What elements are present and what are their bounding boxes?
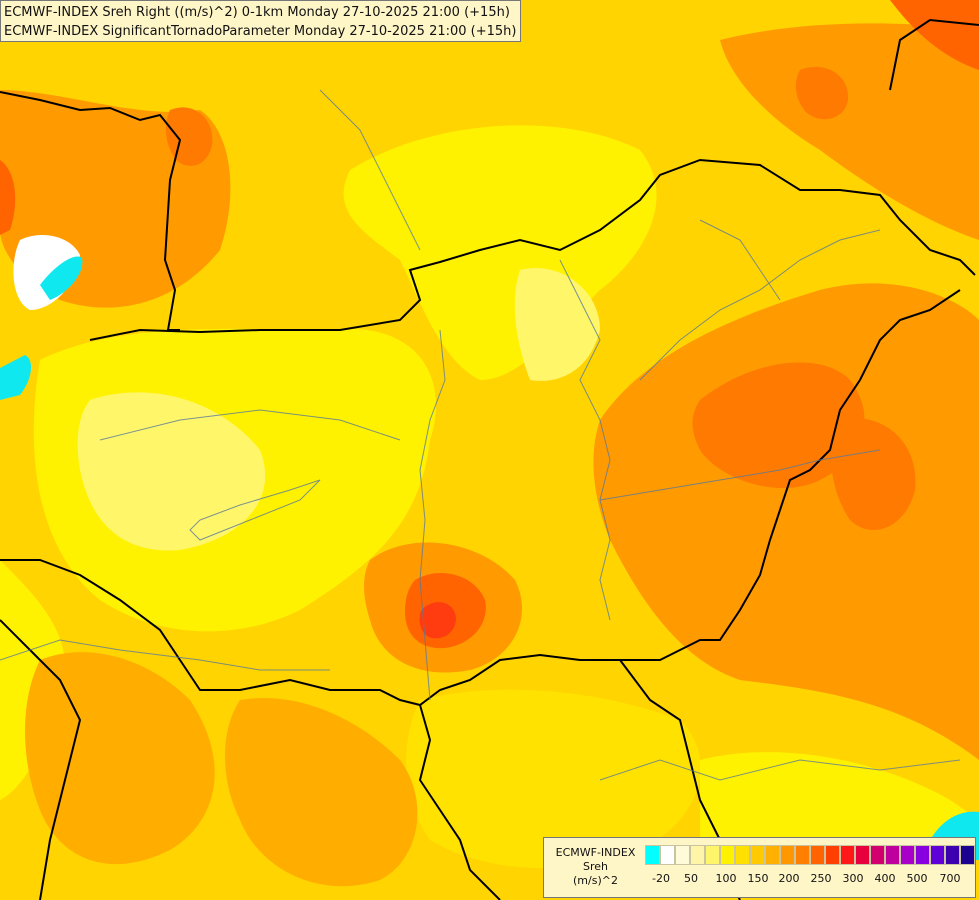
legend-tick-label: 700 [939,872,961,885]
low-zone-southeast [700,752,979,840]
legend-tick-label: 100 [715,872,737,885]
legend-swatch [855,845,870,865]
legend-tick-label: 500 [906,872,928,885]
title-line-1: ECMWF-INDEX Sreh Right ((m/s)^2) 0-1km M… [4,5,510,20]
peak-zone-east [831,418,916,530]
low-zone-south [406,689,701,869]
legend-swatch [810,845,825,865]
legend-tick-label: -20 [652,872,670,885]
legend-swatch [840,845,855,865]
color-legend: ECMWF-INDEX Sreh (m/s)^2 -20 50 100 150 200 2… [543,837,976,898]
low-zone-north [343,125,657,380]
legend-tick-label: 50 [684,872,698,885]
legend-label-line-3: (m/s)^2 [573,874,618,887]
high-zone-central-south [225,698,418,887]
rivers [0,89,961,781]
peak-zone-northeast [795,66,849,120]
legend-swatch [825,845,840,865]
legend-swatch [675,845,690,865]
high-zone-northeast [720,23,979,240]
legend-swatch [720,845,735,865]
legend-swatch [645,845,660,865]
high-zone-east [593,283,979,760]
map-title: ECMWF-INDEX Sreh Right ((m/s)^2) 0-1km M… [0,0,521,42]
peak-zone-edge-west [0,160,16,235]
legend-tick-label: 250 [810,872,832,885]
legend-swatch [735,845,750,865]
negative-patch-west-b [0,355,32,400]
legend-swatch [900,845,915,865]
legend-swatch [780,845,795,865]
legend-swatch [870,845,885,865]
legend-label-line-2: Sreh [582,860,608,873]
legend-label-line-1: ECMWF-INDEX [555,846,636,859]
legend-swatch [960,845,975,865]
legend-tick-label: 300 [842,872,864,885]
negative-patch-west-a [40,256,83,300]
legend-tick-label: 150 [747,872,769,885]
legend-label: ECMWF-INDEX Sreh (m/s)^2 [548,846,643,888]
peak-zone-center-max [419,602,456,639]
legend-swatches [645,845,975,865]
title-line-2: ECMWF-INDEX SignificantTornadoParameter … [4,24,517,39]
legend-swatch [765,845,780,865]
low-zone-west-core [77,392,266,551]
legend-swatch [690,845,705,865]
legend-swatch [660,845,675,865]
legend-swatch [930,845,945,865]
legend-ticks: -20 50 100 150 200 250 300 400 500 700 [645,872,975,890]
legend-swatch [750,845,765,865]
peak-zone-edge-northeast [890,0,979,70]
legend-swatch [795,845,810,865]
legend-swatch [945,845,960,865]
low-zone-north-core [514,268,600,381]
legend-swatch [915,845,930,865]
legend-swatch [885,845,900,865]
legend-tick-label: 400 [874,872,896,885]
legend-tick-label: 200 [778,872,800,885]
high-zone-east-core [692,362,865,489]
legend-swatch [705,845,720,865]
